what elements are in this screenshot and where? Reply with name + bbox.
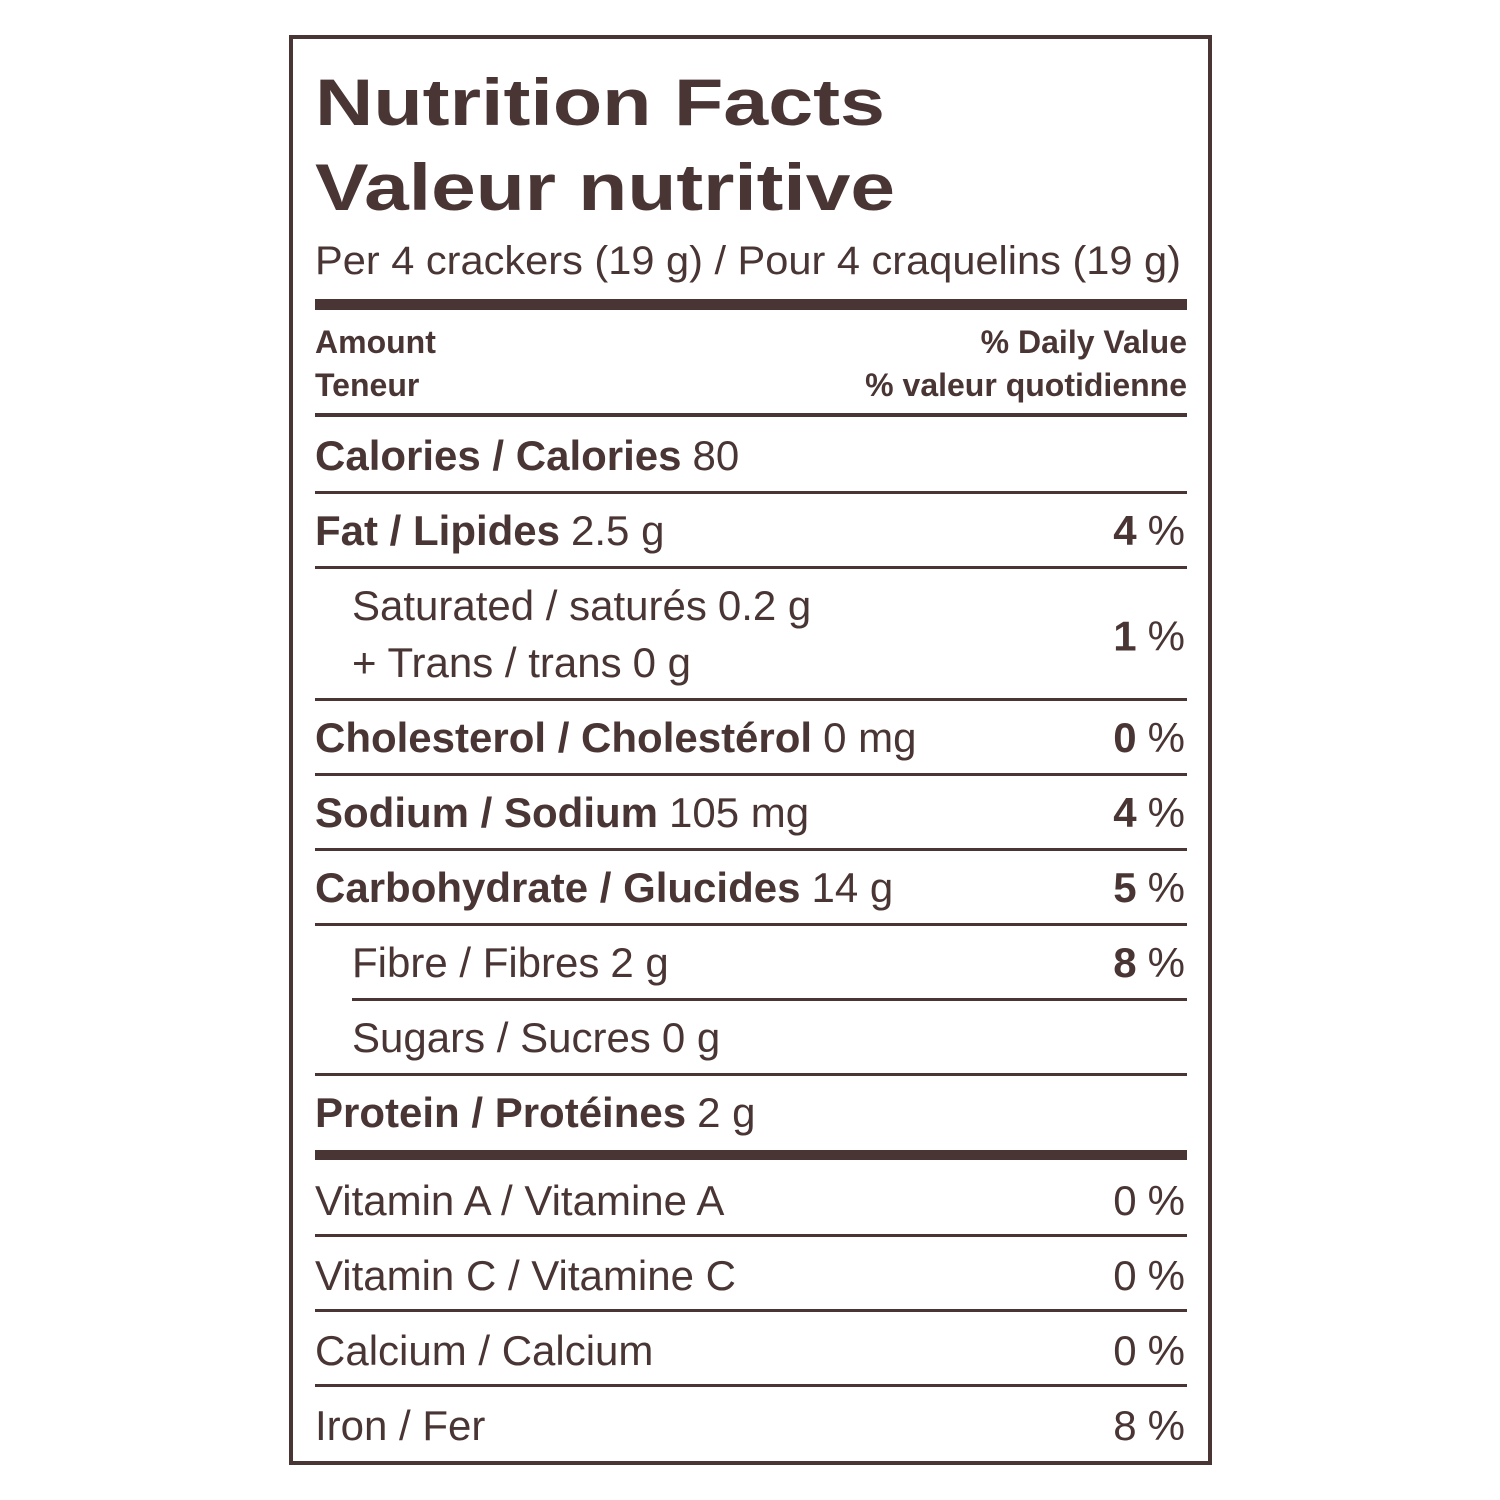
dv-value: 0 — [1113, 1327, 1136, 1374]
nutrient-line: Iron / Fer — [315, 1402, 485, 1449]
rule — [315, 848, 1187, 851]
nutrient-name: Sugars / Sucres — [352, 1014, 651, 1061]
nutrient-amount: 0 g — [662, 1014, 720, 1061]
title-fr: Valeur nutritive — [315, 150, 895, 224]
nutrient-amount: 2 g — [697, 1089, 755, 1136]
nutrient-line: Vitamin A / Vitamine A — [315, 1177, 724, 1224]
rule — [315, 773, 1187, 776]
daily-value: 0% — [1113, 714, 1185, 761]
label-border — [289, 35, 1212, 1465]
nutrient-name: Vitamin C / Vitamine C — [315, 1252, 736, 1299]
nutrient-name: Protein / Protéines — [315, 1089, 686, 1136]
nutrient-line: Vitamin C / Vitamine C — [315, 1252, 736, 1299]
daily-value: 5% — [1113, 864, 1185, 911]
nutrient-line: Calcium / Calcium — [315, 1327, 653, 1374]
dv-unit: % — [1148, 1402, 1185, 1449]
nutrient-line: Carbohydrate / Glucides 14 g — [315, 864, 893, 911]
daily-value: 0% — [1113, 1177, 1185, 1224]
rule — [315, 1150, 1187, 1160]
title: Nutrition Facts — [315, 65, 885, 139]
serving-size: Per 4 crackers (19 g) / Pour 4 craquelin… — [315, 239, 1181, 283]
dv-unit: % — [1148, 613, 1185, 660]
daily-value: 4% — [1113, 507, 1185, 554]
dv-unit: % — [1148, 789, 1185, 836]
column-header: % Daily Value — [981, 324, 1187, 360]
nutrient-name: Iron / Fer — [315, 1402, 485, 1449]
nutrient-amount: 14 g — [811, 864, 893, 911]
nutrient-line: Sugars / Sucres 0 g — [352, 1014, 720, 1061]
nutrient-amount: 2.5 g — [571, 507, 664, 554]
daily-value: 1% — [1113, 613, 1185, 660]
nutrient-name: Saturated / saturés — [352, 582, 707, 629]
nutrient-line: Cholesterol / Cholestérol 0 mg — [315, 714, 916, 761]
daily-value: 8% — [1113, 939, 1185, 986]
daily-value: 0% — [1113, 1252, 1185, 1299]
nutrient-name: Calories / Calories — [315, 432, 682, 479]
nutrient-name: Carbohydrate / Glucides — [315, 864, 800, 911]
dv-unit: % — [1148, 939, 1185, 986]
dv-value: 8 — [1113, 1402, 1136, 1449]
column-header: Teneur — [315, 367, 419, 403]
nutrient-line: Fibre / Fibres 2 g — [352, 939, 669, 986]
dv-value: 1 — [1113, 613, 1136, 660]
rule — [315, 1309, 1187, 1312]
dv-value: 5 — [1113, 864, 1136, 911]
nutrient-amount: 2 g — [610, 939, 668, 986]
dv-value: 8 — [1113, 939, 1136, 986]
nutrient-amount: 105 mg — [669, 789, 809, 836]
rule — [315, 698, 1187, 701]
rule — [315, 1234, 1187, 1237]
dv-unit: % — [1148, 1177, 1185, 1224]
nutrient-amount: 0.2 g — [718, 582, 811, 629]
dv-value: 0 — [1113, 1252, 1136, 1299]
nutrient-line: Sodium / Sodium 105 mg — [315, 789, 809, 836]
daily-value: 4% — [1113, 789, 1185, 836]
dv-value: 4 — [1113, 507, 1137, 554]
nutrient-line: Saturated / saturés 0.2 g — [352, 582, 811, 629]
nutrient-amount: 0 mg — [823, 714, 916, 761]
nutrient-name: Fat / Lipides — [315, 507, 560, 554]
dv-value: 0 — [1113, 1177, 1136, 1224]
nutrient-line: Protein / Protéines 2 g — [315, 1089, 755, 1136]
nutrient-name: Calcium / Calcium — [315, 1327, 653, 1374]
dv-value: 0 — [1113, 714, 1136, 761]
rule — [315, 566, 1187, 569]
column-header: Amount — [315, 324, 436, 360]
dv-unit: % — [1148, 507, 1185, 554]
rule — [315, 491, 1187, 494]
dv-unit: % — [1148, 1327, 1185, 1374]
rule — [315, 1384, 1187, 1387]
dv-unit: % — [1148, 714, 1185, 761]
nutrient-line: + Trans / trans 0 g — [352, 639, 691, 686]
nutrient-name: Fibre / Fibres — [352, 939, 599, 986]
rule — [315, 1073, 1187, 1076]
daily-value: 0% — [1113, 1327, 1185, 1374]
nutrient-line: Calories / Calories 80 — [315, 432, 739, 479]
nutrient-name: + Trans / trans — [352, 639, 622, 686]
nutrient-name: Cholesterol / Cholestérol — [315, 714, 812, 761]
nutrient-name: Sodium / Sodium — [315, 789, 658, 836]
daily-value: 8% — [1113, 1402, 1185, 1449]
rule — [315, 413, 1187, 417]
column-header: % valeur quotidienne — [865, 367, 1187, 403]
thick-rule — [315, 299, 1187, 310]
dv-unit: % — [1148, 1252, 1185, 1299]
rule — [315, 923, 1187, 926]
nutrient-amount: 0 g — [633, 639, 691, 686]
dv-value: 4 — [1113, 789, 1137, 836]
nutrient-line: Fat / Lipides 2.5 g — [315, 507, 664, 554]
rule — [352, 998, 1187, 1001]
nutrient-name: Vitamin A / Vitamine A — [315, 1177, 724, 1224]
dv-unit: % — [1148, 864, 1185, 911]
nutrient-amount: 80 — [693, 432, 740, 479]
